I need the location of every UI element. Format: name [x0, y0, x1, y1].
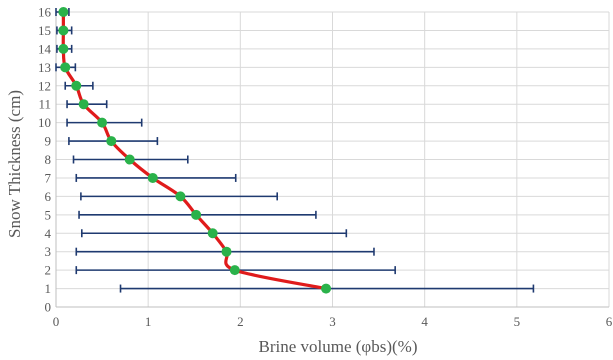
error-bars	[55, 8, 535, 293]
x-tick-label: 2	[237, 314, 244, 329]
data-point	[58, 43, 69, 54]
y-tick-label: 2	[45, 263, 52, 278]
data-point	[58, 25, 69, 36]
x-tick-label: 3	[329, 314, 336, 329]
y-tick-label: 12	[38, 78, 51, 93]
data-points	[58, 7, 332, 294]
y-tick-label: 15	[38, 23, 51, 38]
x-tick-label: 4	[421, 314, 428, 329]
y-tick-label: 16	[38, 5, 52, 20]
data-point	[97, 117, 108, 128]
x-tick-label: 1	[145, 314, 152, 329]
data-point	[71, 80, 82, 91]
y-tick-label: 8	[45, 152, 52, 167]
data-point	[221, 246, 232, 257]
y-tick-label: 7	[45, 170, 52, 185]
data-point	[78, 99, 89, 110]
y-tick-label: 0	[45, 300, 52, 315]
series-line	[61, 12, 327, 291]
data-point	[147, 172, 158, 183]
data-point	[321, 283, 332, 294]
y-tick-label: 9	[45, 134, 52, 149]
data-point	[229, 265, 240, 276]
y-tick-label: 3	[45, 244, 52, 259]
y-tick-label: 4	[45, 226, 52, 241]
y-tick-label: 13	[38, 60, 51, 75]
y-axis-title: Snow Thickness (cm)	[5, 90, 24, 238]
x-tick-label: 0	[53, 314, 60, 329]
x-tick-label: 5	[514, 314, 521, 329]
data-point	[124, 154, 135, 165]
x-axis-title: Brine volume (φbs)(%)	[259, 337, 418, 356]
y-tick-label: 1	[45, 281, 52, 296]
data-point	[191, 209, 202, 220]
y-tick-label: 10	[38, 115, 51, 130]
data-point	[60, 62, 71, 73]
axes	[55, 12, 609, 308]
data-point	[175, 191, 186, 202]
y-tick-label: 6	[45, 189, 52, 204]
data-point	[106, 136, 117, 147]
y-tick-label: 11	[38, 97, 51, 112]
y-tick-label: 14	[38, 41, 52, 56]
y-tick-label: 5	[45, 207, 52, 222]
data-point	[58, 7, 69, 17]
data-point	[207, 228, 218, 239]
x-tick-label: 6	[606, 314, 613, 329]
